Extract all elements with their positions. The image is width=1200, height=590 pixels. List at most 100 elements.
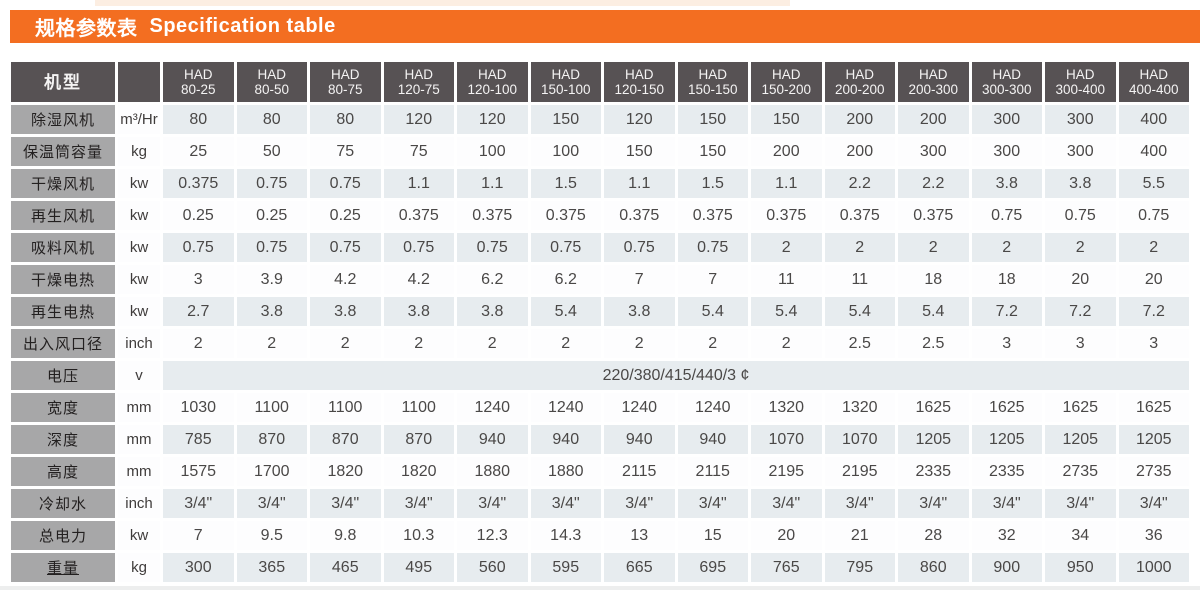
spec-value-cell: 940 bbox=[604, 425, 675, 454]
model-column-header: HAD 200-200 bbox=[824, 62, 895, 102]
spec-value-cell: 1625 bbox=[1118, 393, 1189, 422]
spec-value-cell: 200 bbox=[824, 105, 895, 134]
model-column-header: HAD 120-150 bbox=[604, 62, 675, 102]
model-prefix-label: HAD bbox=[1139, 67, 1168, 82]
spec-value-cell: 2.7 bbox=[163, 297, 234, 326]
model-prefix-label: HAD bbox=[771, 67, 801, 82]
spec-value-cell: 0.375 bbox=[677, 201, 748, 230]
spec-value-cell: 940 bbox=[530, 425, 601, 454]
row-label: 保温筒容量 bbox=[11, 137, 115, 166]
spec-value-cell: 14.3 bbox=[530, 521, 601, 550]
spec-value-cell: 4.2 bbox=[310, 265, 381, 294]
row-label: 干燥电热 bbox=[11, 265, 115, 294]
spec-value-cell: 1205 bbox=[1045, 425, 1116, 454]
spec-value-cell: 400 bbox=[1118, 137, 1189, 166]
bottom-accent-strip bbox=[0, 586, 1200, 590]
spec-value-cell: 1000 bbox=[1118, 553, 1189, 582]
spec-value-cell: 765 bbox=[751, 553, 822, 582]
table-row: 干燥风机 kw 0.375 0.75 0.75 1.1 1.1 1.5 1.1 1.5 1.1 2.2… bbox=[11, 169, 1189, 198]
banner-title-en: Specification table bbox=[149, 15, 336, 37]
spec-value-cell: 300 bbox=[1045, 105, 1116, 134]
spec-value-cell: 2115 bbox=[677, 457, 748, 486]
table-row: 宽度 mm 1030 1100 1100 1100 1240 1240 1240 1240 1320… bbox=[11, 393, 1189, 422]
spec-value-cell: 15 bbox=[677, 521, 748, 550]
spec-value-cell: 75 bbox=[310, 137, 381, 166]
spec-value-cell: 2.5 bbox=[824, 329, 895, 358]
spec-value-cell: 3/4" bbox=[457, 489, 528, 518]
specification-table-body: 除湿风机 m³/Hr 80 80 80 120 120 150 120 150 150 200 200 3… bbox=[11, 105, 1189, 582]
spec-value-cell: 0.375 bbox=[530, 201, 601, 230]
spec-value-cell: 1205 bbox=[971, 425, 1042, 454]
unit-column-header bbox=[118, 62, 160, 102]
model-code-label: 80-75 bbox=[327, 82, 363, 97]
spec-value-cell: 120 bbox=[457, 105, 528, 134]
spec-value-cell: 3.8 bbox=[604, 297, 675, 326]
spec-value-cell: 1.5 bbox=[677, 169, 748, 198]
spec-value-cell: 3.8 bbox=[383, 297, 454, 326]
spec-value-cell: 2 bbox=[457, 329, 528, 358]
spec-value-cell: 1880 bbox=[457, 457, 528, 486]
spec-value-cell: 2 bbox=[1045, 233, 1116, 262]
spec-value-cell: 3 bbox=[1118, 329, 1189, 358]
spec-value-cell: 2335 bbox=[971, 457, 1042, 486]
table-row: 干燥电热 kw 3 3.9 4.2 4.2 6.2 6.2 7 7 11 11 18 18 20 20 bbox=[11, 265, 1189, 294]
table-row: 高度 mm 1575 1700 1820 1820 1880 1880 2115 2115 2195… bbox=[11, 457, 1189, 486]
spec-value-cell: 300 bbox=[163, 553, 234, 582]
spec-value-cell: 0.75 bbox=[530, 233, 601, 262]
spec-value-cell: 1240 bbox=[530, 393, 601, 422]
top-accent-strip bbox=[95, 0, 790, 6]
spec-value-cell: 1240 bbox=[457, 393, 528, 422]
spec-value-cell: 1320 bbox=[751, 393, 822, 422]
spec-value-cell: 0.75 bbox=[1045, 201, 1116, 230]
row-label: 宽度 bbox=[11, 393, 115, 422]
spec-value-cell: 5.4 bbox=[751, 297, 822, 326]
spec-value-cell: 465 bbox=[310, 553, 381, 582]
spec-value-cell: 7.2 bbox=[1118, 297, 1189, 326]
spec-value-cell: 2 bbox=[971, 233, 1042, 262]
spec-value-cell: 2195 bbox=[824, 457, 895, 486]
spec-value-cell: 3.8 bbox=[236, 297, 307, 326]
spec-value-cell: 50 bbox=[236, 137, 307, 166]
spec-value-cell: 0.375 bbox=[824, 201, 895, 230]
spec-value-cell: 860 bbox=[898, 553, 969, 582]
model-column-header: HAD 150-100 bbox=[530, 62, 601, 102]
model-code-label: 80-25 bbox=[180, 82, 216, 97]
spec-value-cell: 3.8 bbox=[971, 169, 1042, 198]
spec-value-cell: 5.4 bbox=[530, 297, 601, 326]
spec-value-cell: 1.1 bbox=[751, 169, 822, 198]
spec-value-cell: 200 bbox=[824, 137, 895, 166]
row-unit: kw bbox=[118, 265, 160, 294]
row-unit: mm bbox=[118, 425, 160, 454]
spec-value-cell: 21 bbox=[824, 521, 895, 550]
spec-value-cell: 150 bbox=[604, 137, 675, 166]
table-row: 保温筒容量 kg 25 50 75 75 100 100 150 150 200 200 300 300 3… bbox=[11, 137, 1189, 166]
row-label: 深度 bbox=[11, 425, 115, 454]
table-row: 再生风机 kw 0.25 0.25 0.25 0.375 0.375 0.375 0.375 0.… bbox=[11, 201, 1189, 230]
spec-value-cell: 34 bbox=[1045, 521, 1116, 550]
spec-value-cell: 665 bbox=[604, 553, 675, 582]
table-corner-cell: 机型 bbox=[11, 62, 115, 102]
spec-value-cell: 1070 bbox=[751, 425, 822, 454]
spec-value-cell: 2335 bbox=[898, 457, 969, 486]
spec-value-cell: 0.75 bbox=[383, 233, 454, 262]
spec-value-cell: 100 bbox=[530, 137, 601, 166]
spec-value-cell: 0.375 bbox=[751, 201, 822, 230]
table-row: 重量 kg 300 365 465 495 560 595 665 695 765 795 860 900… bbox=[11, 553, 1189, 582]
spec-value-cell: 0.75 bbox=[163, 233, 234, 262]
spec-value-cell: 80 bbox=[163, 105, 234, 134]
row-unit: kg bbox=[118, 553, 160, 582]
row-label: 电压 bbox=[11, 361, 115, 390]
spec-value-cell: 2 bbox=[824, 233, 895, 262]
spec-value-cell: 2735 bbox=[1045, 457, 1116, 486]
spec-value-cell: 1030 bbox=[163, 393, 234, 422]
spec-value-cell: 28 bbox=[898, 521, 969, 550]
model-prefix-label: HAD bbox=[551, 67, 580, 82]
spec-value-cell: 1070 bbox=[824, 425, 895, 454]
spec-value-cell: 1240 bbox=[604, 393, 675, 422]
row-unit: kw bbox=[118, 233, 160, 262]
spec-value-cell: 795 bbox=[824, 553, 895, 582]
row-unit: kw bbox=[118, 169, 160, 198]
spec-value-cell: 3/4" bbox=[1118, 489, 1189, 518]
spec-value-cell: 2 bbox=[163, 329, 234, 358]
spec-value-cell: 2 bbox=[1118, 233, 1189, 262]
